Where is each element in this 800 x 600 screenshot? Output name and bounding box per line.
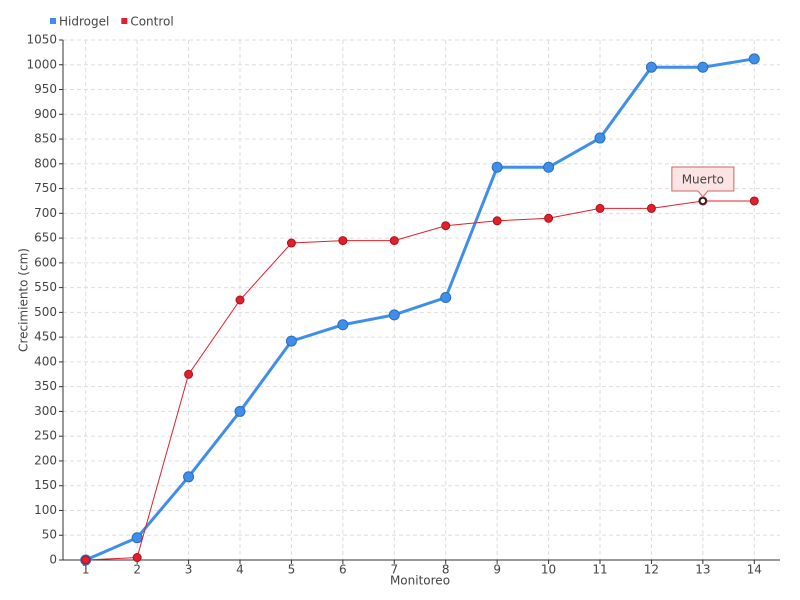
legend-swatch <box>121 18 128 24</box>
data-point <box>132 553 142 563</box>
y-tick-label: 200 <box>34 453 57 467</box>
x-tick-label: 5 <box>288 563 296 577</box>
data-point <box>594 132 606 144</box>
data-point <box>543 161 555 173</box>
y-tick-label: 650 <box>34 231 57 245</box>
y-tick-label: 850 <box>34 132 57 146</box>
y-tick-label: 700 <box>34 206 57 220</box>
data-point <box>645 61 657 73</box>
data-point <box>183 471 195 483</box>
data-point <box>748 53 760 65</box>
x-axis-label: Monitoreo <box>390 574 450 588</box>
data-point <box>285 335 297 347</box>
data-point <box>338 236 348 246</box>
x-tick-label: 2 <box>133 563 141 577</box>
y-tick-label: 1000 <box>26 57 57 71</box>
data-point <box>184 369 194 379</box>
data-point <box>389 236 399 246</box>
data-point <box>441 221 451 231</box>
data-point <box>440 292 452 304</box>
y-axis-label: Crecimiento (cm) <box>17 248 31 352</box>
data-point <box>749 196 759 206</box>
y-tick-label: 750 <box>34 181 57 195</box>
y-tick-label: 50 <box>42 528 57 542</box>
data-point <box>388 309 400 321</box>
y-tick-label: 500 <box>34 305 57 319</box>
data-point <box>544 213 554 223</box>
x-tick-label: 13 <box>695 563 710 577</box>
x-tick-label: 6 <box>339 563 347 577</box>
annotation-text: Muerto <box>682 172 724 186</box>
x-tick-label: 12 <box>644 563 659 577</box>
legend-swatch <box>50 18 56 24</box>
x-tick-label: 9 <box>493 563 501 577</box>
y-tick-label: 600 <box>34 255 57 269</box>
y-tick-label: 100 <box>34 503 57 517</box>
x-tick-label: 11 <box>592 563 607 577</box>
series-line <box>85 57 755 562</box>
data-point <box>595 203 605 213</box>
y-tick-label: 0 <box>49 553 57 567</box>
data-point <box>81 555 91 565</box>
y-tick-label: 550 <box>34 280 57 294</box>
data-point <box>286 238 296 248</box>
data-point <box>697 61 709 73</box>
x-tick-label: 3 <box>185 563 193 577</box>
data-point <box>337 319 349 331</box>
y-tick-label: 1050 <box>26 33 57 47</box>
y-tick-label: 900 <box>34 107 57 121</box>
data-point <box>646 203 656 213</box>
x-tick-label: 14 <box>747 563 762 577</box>
annotation-box <box>671 166 735 198</box>
x-tick-label: 4 <box>236 563 244 577</box>
x-tick-label: 1 <box>82 563 90 577</box>
x-tick-label: 8 <box>442 563 450 577</box>
x-tick-label: 10 <box>541 563 556 577</box>
x-tick-label: 7 <box>390 563 398 577</box>
data-point <box>234 405 246 417</box>
data-point <box>491 161 503 173</box>
y-tick-label: 250 <box>34 429 57 443</box>
y-tick-label: 150 <box>34 478 57 492</box>
y-tick-label: 450 <box>34 330 57 344</box>
y-tick-label: 800 <box>34 156 57 170</box>
y-tick-label: 400 <box>34 354 57 368</box>
y-tick-label: 950 <box>34 82 57 96</box>
data-point <box>235 295 245 305</box>
y-tick-label: 350 <box>34 379 57 393</box>
annotation-marker <box>699 197 707 205</box>
y-tick-label: 300 <box>34 404 57 418</box>
legend-label: Hidrogel <box>59 15 109 29</box>
series-line <box>85 200 755 561</box>
data-point <box>492 216 502 226</box>
data-point <box>131 532 143 544</box>
legend-label: Control <box>130 15 173 29</box>
